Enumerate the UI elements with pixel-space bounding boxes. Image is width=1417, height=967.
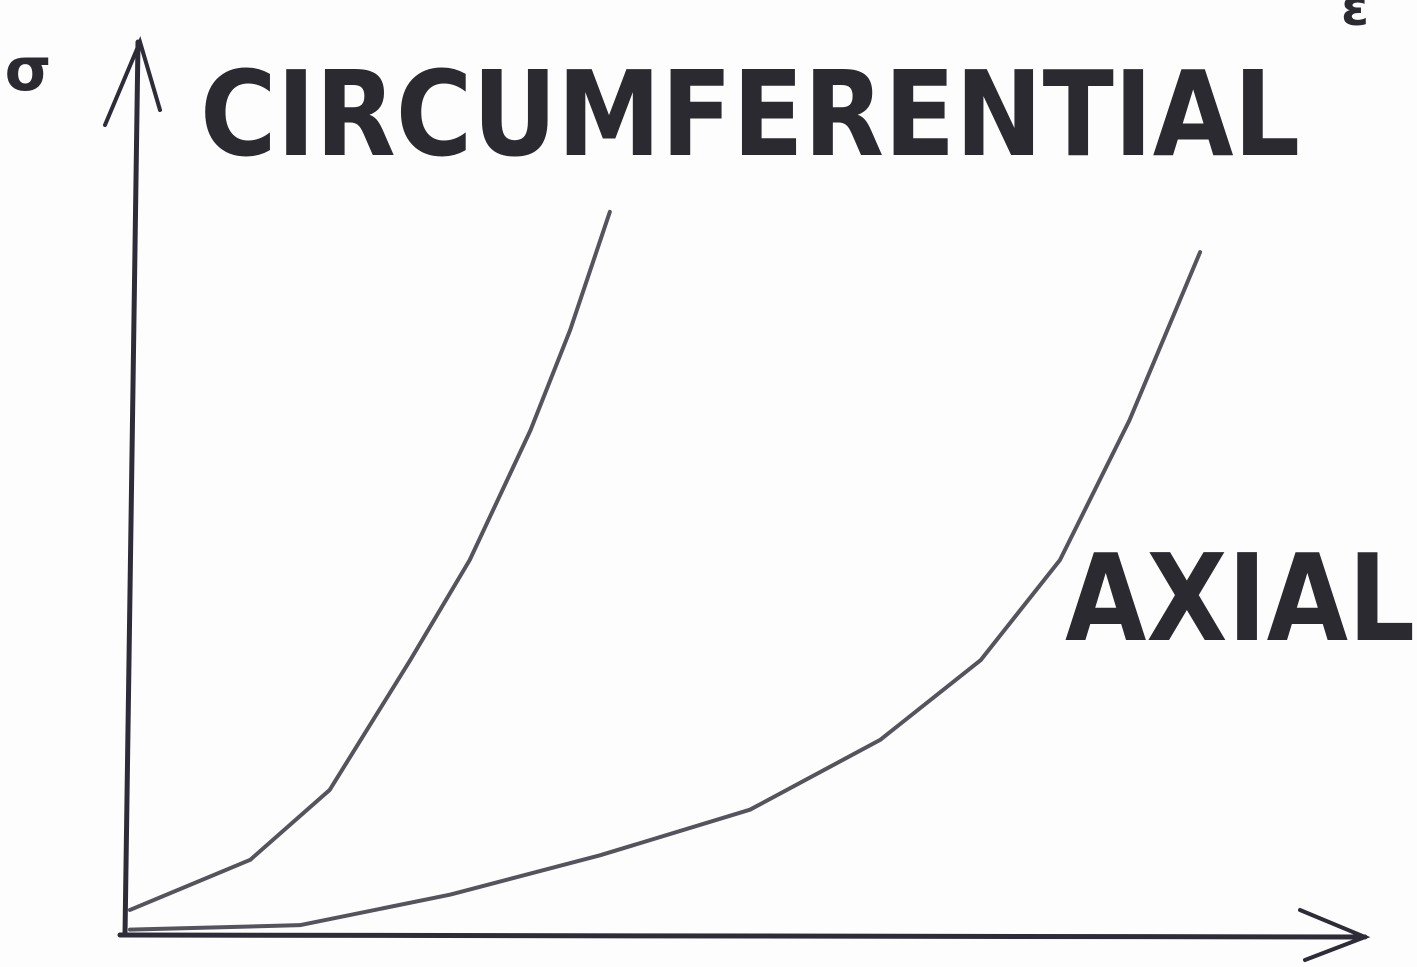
x-axis-arrow xyxy=(1298,908,1371,962)
y-axis-label: σ xyxy=(5,35,52,105)
y-axis-arrow xyxy=(103,36,162,127)
curve-label: CIRCUMFERENTIAL xyxy=(200,45,1300,183)
x-axis xyxy=(117,932,1368,940)
y-axis xyxy=(122,39,141,938)
curve-label: AXIAL xyxy=(1065,530,1415,669)
curve xyxy=(127,209,612,912)
x-axis-label: ε xyxy=(1341,0,1369,37)
curve xyxy=(127,250,1203,932)
